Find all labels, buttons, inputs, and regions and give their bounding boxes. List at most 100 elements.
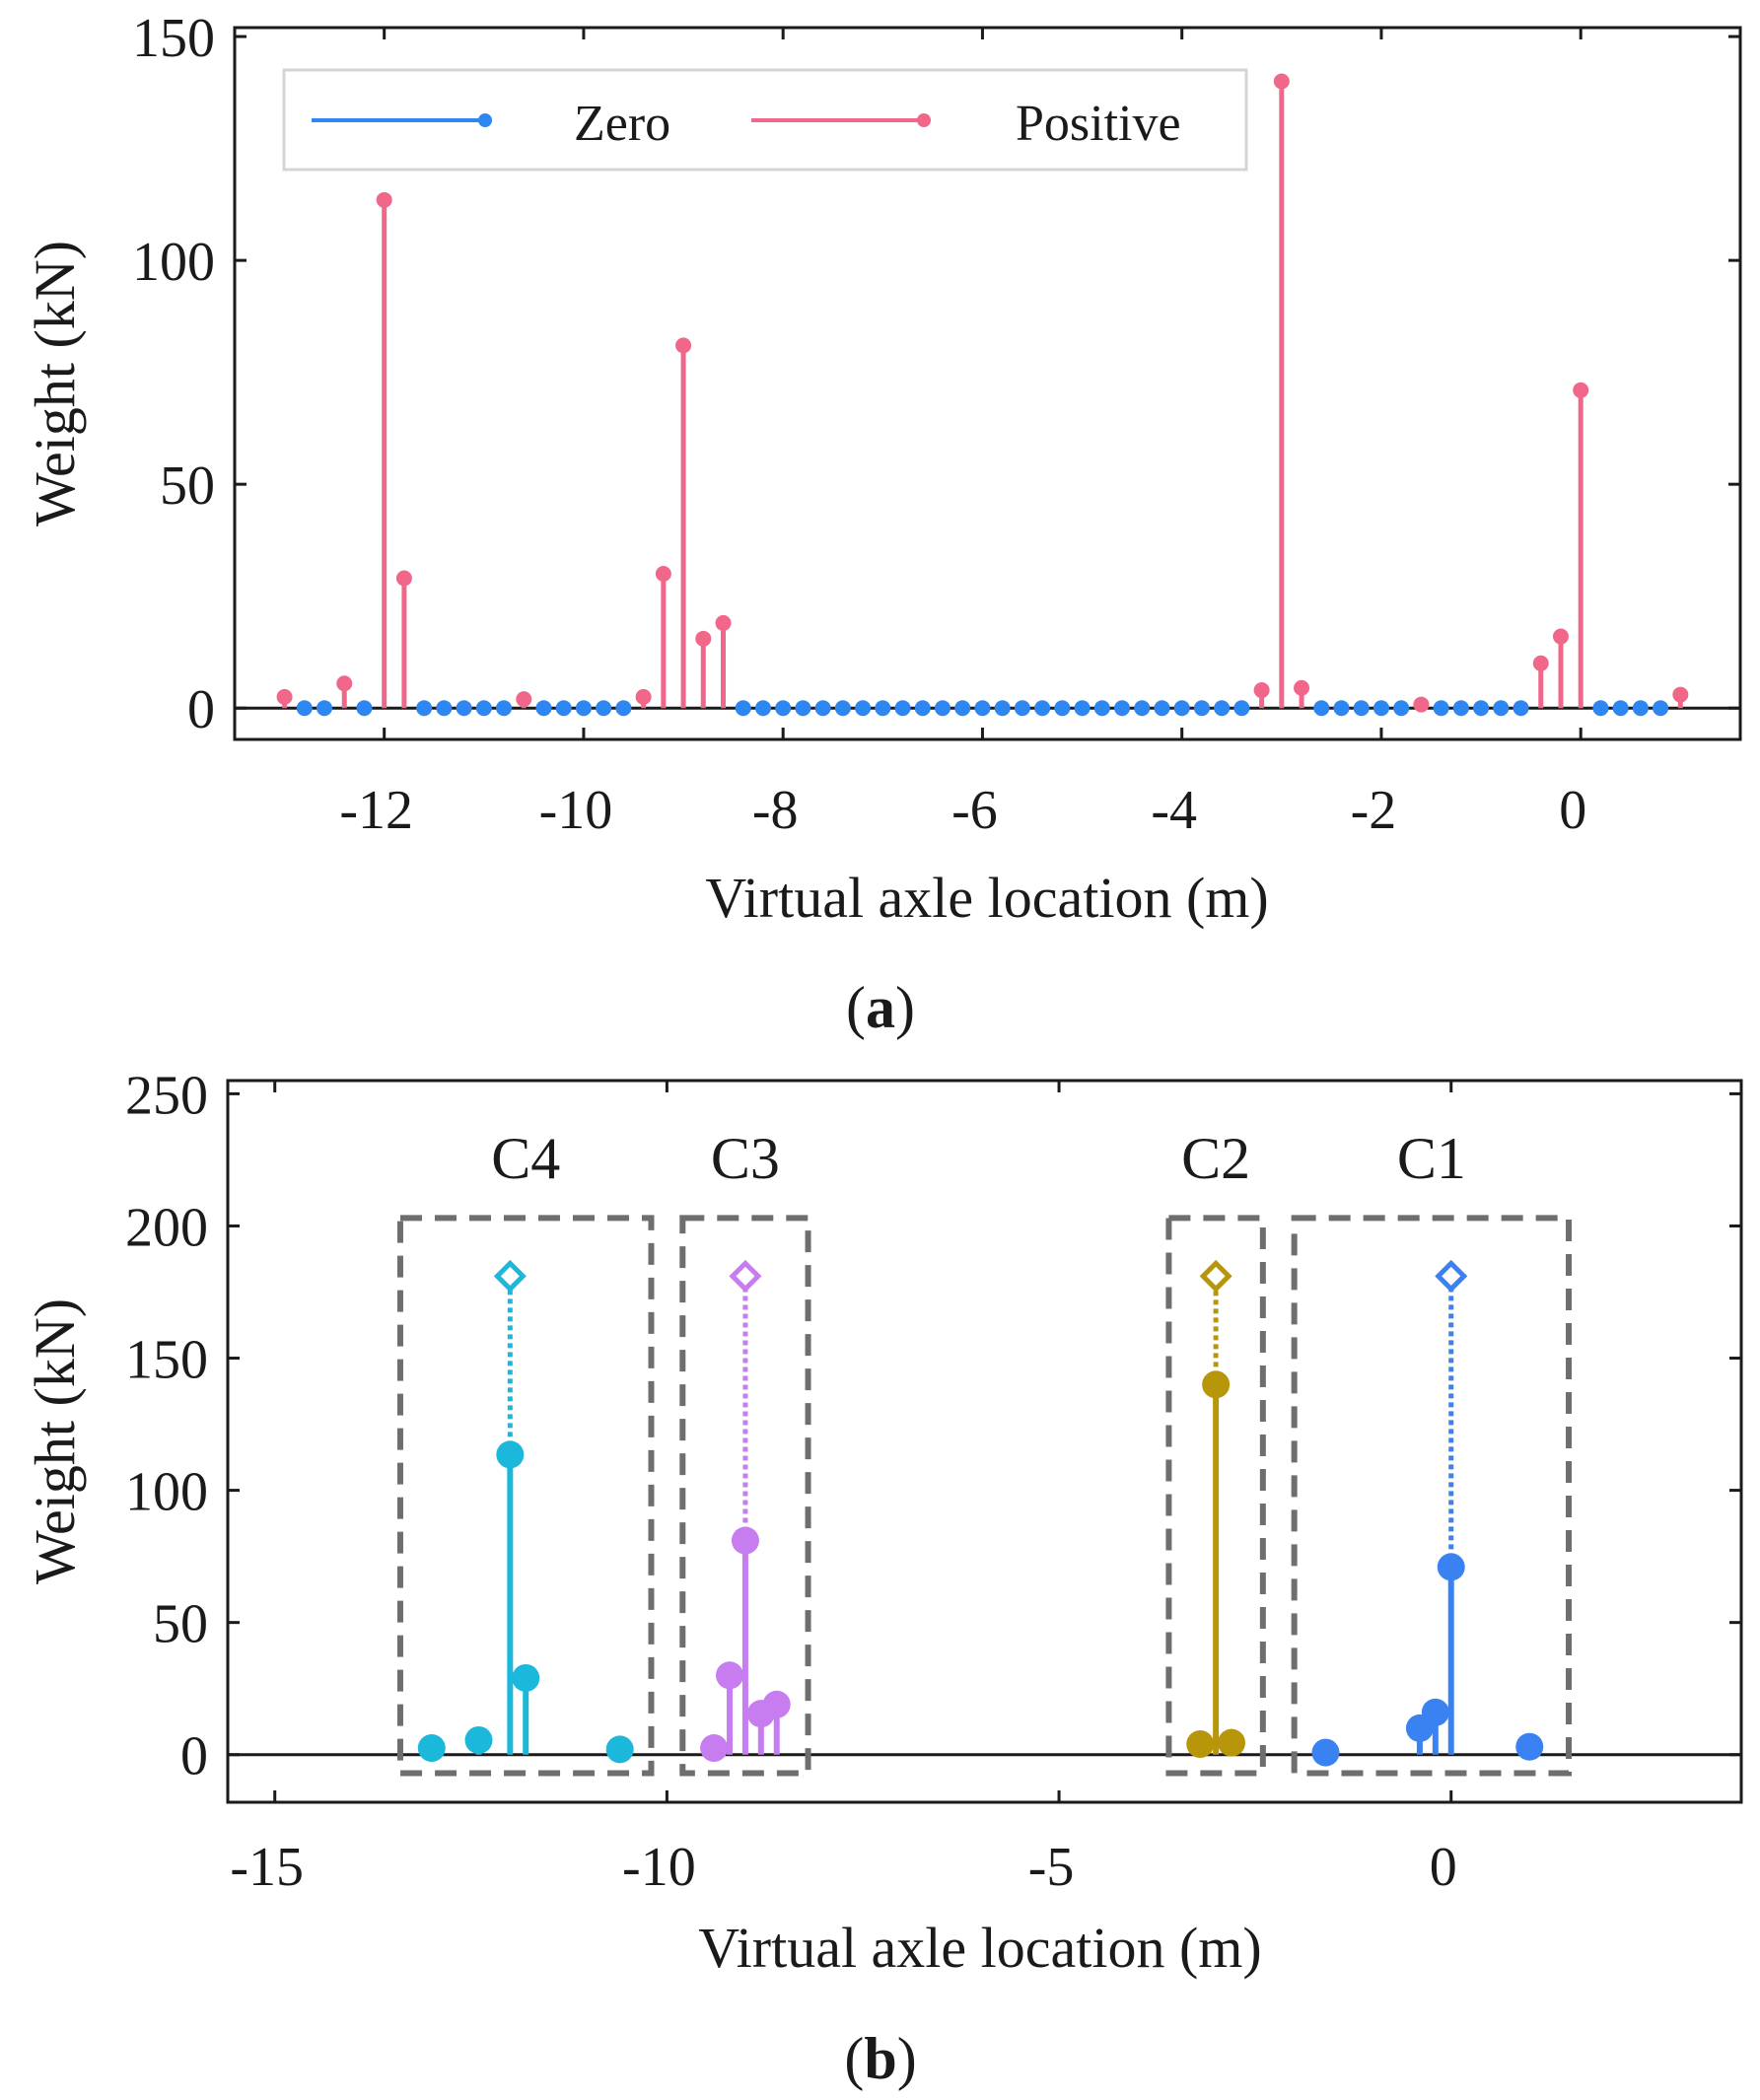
point-positive-15	[1552, 628, 1569, 645]
point-zero-5	[456, 700, 472, 717]
group-label-c4: C4	[491, 1126, 560, 1191]
x-tick-label: -8	[752, 780, 799, 841]
point-c4-4	[605, 1735, 634, 1764]
panel-a-y-ticks: 0 50 100 150	[132, 8, 1740, 740]
panel-b-caption: (b)	[844, 2026, 916, 2091]
panel-a-legend: Zero Positive	[282, 68, 1248, 172]
point-positive-3	[395, 570, 412, 587]
point-zero-19	[855, 700, 872, 717]
group-label-c3: C3	[711, 1126, 780, 1191]
point-zero-52	[1653, 700, 1669, 717]
panel-b: C4 C3 C2 C1 -15 -10 -5 0 0 50 100 150 200 250 Virtu…	[23, 1065, 1743, 2091]
point-zero-0	[296, 700, 313, 717]
y-tick-label: 50	[153, 1594, 208, 1655]
point-positive-4	[516, 691, 532, 708]
y-tick-label: 200	[125, 1197, 208, 1258]
point-zero-9	[555, 700, 572, 717]
point-c4-2	[496, 1440, 525, 1469]
panel-b-y-ticks: 0 50 100 150 200 250	[125, 1065, 1741, 1787]
point-positive-2	[376, 191, 392, 208]
point-c1-3	[1437, 1553, 1465, 1581]
point-zero-37	[1214, 700, 1231, 717]
point-zero-30	[1074, 700, 1091, 717]
point-c4-1	[464, 1725, 493, 1754]
y-tick-label: 0	[180, 1726, 208, 1787]
point-zero-28	[1034, 700, 1051, 717]
point-zero-22	[914, 700, 931, 717]
point-c2-0	[1186, 1730, 1215, 1759]
panel-a-x-ticks: -12 -10 -8 -6 -4 -2 0	[339, 28, 1586, 841]
total-marker-c1	[1435, 1259, 1468, 1293]
point-zero-17	[814, 700, 831, 717]
point-positive-5	[635, 688, 652, 705]
point-zero-14	[754, 700, 771, 717]
point-zero-13	[735, 700, 751, 717]
x-tick-label: 0	[1430, 1837, 1457, 1898]
point-positive-0	[276, 688, 293, 705]
point-zero-39	[1313, 700, 1330, 717]
point-zero-43	[1393, 700, 1410, 717]
panel-a: Zero Positive -12 -10 -8 -6 -4 -2 0 050100150 …	[23, 8, 1742, 1040]
y-tick-label: 100	[132, 232, 215, 293]
point-zero-23	[934, 700, 950, 717]
point-positive-12	[1294, 679, 1310, 696]
x-tick-label: -12	[339, 780, 413, 841]
point-zero-42	[1373, 700, 1389, 717]
point-zero-48	[1513, 700, 1529, 717]
x-tick-label: -2	[1351, 780, 1397, 841]
point-zero-41	[1353, 700, 1370, 717]
point-zero-16	[795, 700, 811, 717]
x-tick-label: -10	[622, 1837, 696, 1898]
panel-a-marks	[235, 73, 1740, 717]
point-positive-16	[1573, 382, 1589, 398]
x-tick-label: 0	[1559, 780, 1586, 841]
total-marker-c3	[729, 1259, 762, 1293]
point-zero-7	[496, 700, 513, 717]
point-positive-13	[1413, 696, 1430, 713]
point-zero-18	[834, 700, 851, 717]
point-zero-6	[475, 700, 492, 717]
panel-a-frame	[233, 26, 1742, 741]
point-positive-8	[695, 630, 712, 647]
point-zero-36	[1193, 700, 1210, 717]
panel-b-x-label: Virtual axle location (m)	[698, 1916, 1261, 1980]
point-zero-50	[1612, 700, 1629, 717]
point-zero-25	[974, 700, 991, 717]
point-zero-44	[1433, 700, 1449, 717]
legend-positive-marker	[917, 113, 931, 127]
point-positive-1	[336, 675, 353, 692]
y-tick-label: 150	[125, 1330, 208, 1391]
x-tick-label: -15	[230, 1837, 304, 1898]
point-zero-12	[615, 700, 632, 717]
point-zero-29	[1054, 700, 1071, 717]
point-zero-40	[1333, 700, 1350, 717]
y-tick-label: 100	[125, 1462, 208, 1523]
point-c2-1	[1202, 1370, 1231, 1399]
point-c4-3	[512, 1663, 540, 1692]
x-tick-label: -6	[951, 780, 998, 841]
group-box-c3	[679, 1215, 811, 1777]
point-zero-27	[1014, 700, 1030, 717]
point-positive-14	[1532, 655, 1549, 671]
panel-a-caption-letter: a	[866, 975, 895, 1040]
point-positive-6	[655, 565, 671, 582]
panel-b-y-label: Weight (kN)	[23, 1298, 87, 1584]
point-zero-47	[1493, 700, 1510, 717]
point-zero-11	[596, 700, 612, 717]
point-c3-0	[700, 1734, 729, 1763]
x-tick-label: -5	[1028, 1837, 1075, 1898]
point-c3-2	[731, 1526, 759, 1555]
legend-zero-label: Zero	[574, 96, 670, 152]
point-zero-51	[1632, 700, 1649, 717]
x-tick-label: -10	[539, 780, 613, 841]
point-c1-4	[1515, 1732, 1544, 1761]
point-c3-4	[762, 1690, 791, 1718]
point-zero-49	[1592, 700, 1609, 717]
point-positive-7	[675, 337, 692, 354]
point-positive-17	[1672, 686, 1689, 703]
point-zero-1	[317, 700, 333, 717]
group-label-c1: C1	[1397, 1126, 1466, 1191]
total-marker-c4	[493, 1259, 527, 1293]
y-tick-label: 150	[132, 8, 215, 69]
